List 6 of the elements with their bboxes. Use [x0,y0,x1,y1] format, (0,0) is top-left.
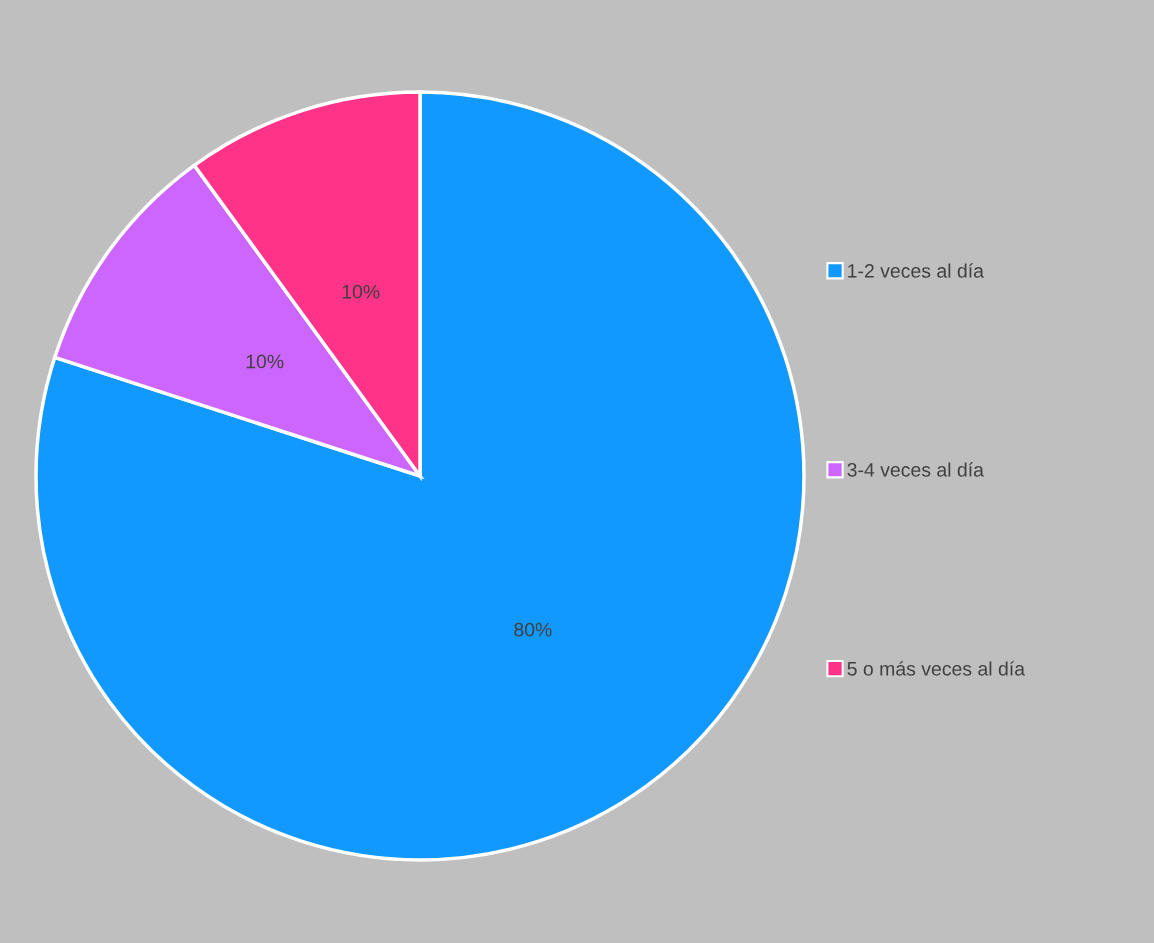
legend-label: 5 o más veces al día [847,661,1026,676]
data-label: 10% [342,284,380,299]
legend-label: 1-2 veces al día [848,263,984,278]
data-label: 10% [246,354,284,369]
legend-label: 3-4 veces al día [847,462,984,477]
data-label: 80% [514,622,552,637]
